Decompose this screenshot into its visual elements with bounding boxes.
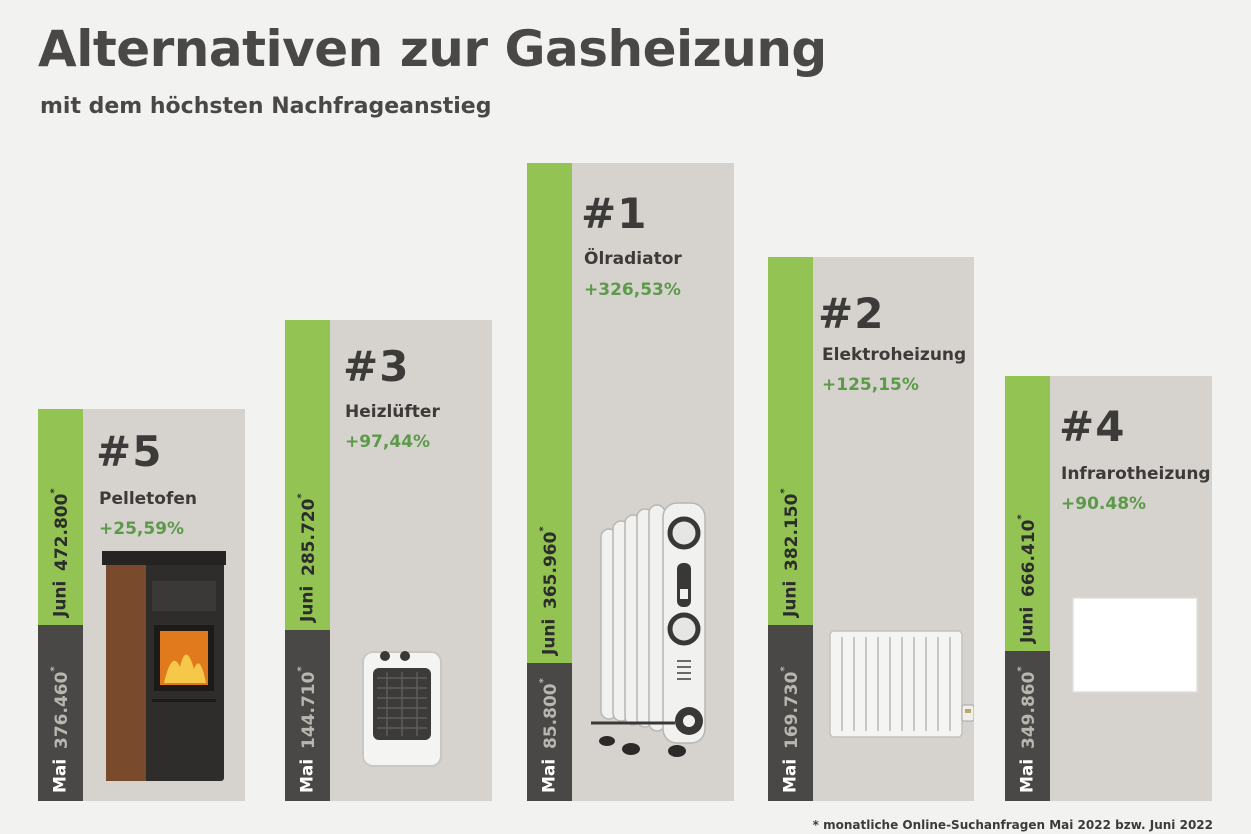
mai-value-label: Mai 349.860* bbox=[1016, 666, 1039, 793]
card-heizluefter: Juni 285.720* Mai 144.710* #3 Heizlüfter +… bbox=[285, 320, 492, 801]
oil-radiator-icon bbox=[591, 502, 706, 757]
mai-value-label: Mai 85.800* bbox=[538, 677, 561, 793]
mai-value-label: Mai 376.460* bbox=[49, 666, 72, 793]
juni-bar bbox=[38, 409, 83, 625]
juni-bar bbox=[768, 257, 813, 625]
page-title: Alternativen zur Gasheizung bbox=[38, 20, 827, 78]
change-percent: +25,59% bbox=[99, 519, 185, 539]
category-name: Pelletofen bbox=[99, 489, 198, 509]
juni-value-label: Juni 285.720* bbox=[296, 492, 319, 622]
category-name: Elektroheizung bbox=[822, 345, 967, 365]
card-oelradiator: Juni 365.960* Mai 85.800* #1 Ölradiator +3… bbox=[527, 163, 734, 801]
juni-bar bbox=[285, 320, 330, 630]
rank-label: #2 bbox=[818, 289, 885, 338]
mai-bar bbox=[38, 625, 83, 801]
change-percent: +326,53% bbox=[584, 280, 681, 300]
card-elektroheizung: Juni 382.150* Mai 169.730* #2 Elektroheizu… bbox=[768, 257, 974, 801]
card-pelletofen: Juni 472.800* Mai 376.460* #5 Pelletofen +… bbox=[38, 409, 245, 801]
category-name: Ölradiator bbox=[584, 249, 682, 269]
pellet-stove-icon bbox=[102, 551, 226, 781]
juni-value-label: Juni 666.410* bbox=[1016, 513, 1039, 643]
change-percent: +125,15% bbox=[822, 375, 919, 395]
rank-label: #5 bbox=[96, 427, 163, 476]
change-percent: +97,44% bbox=[345, 432, 431, 452]
electric-heater-icon bbox=[829, 630, 974, 738]
mai-value-label: Mai 144.710* bbox=[296, 666, 319, 793]
page-subtitle: mit dem höchsten Nachfrageanstieg bbox=[40, 94, 492, 119]
rank-label: #1 bbox=[581, 189, 648, 238]
juni-value-label: Juni 365.960* bbox=[538, 525, 561, 655]
juni-value-label: Juni 472.800* bbox=[49, 487, 72, 617]
mai-value-label: Mai 169.730* bbox=[779, 666, 802, 793]
rank-label: #4 bbox=[1059, 402, 1126, 451]
category-name: Heizlüfter bbox=[345, 402, 440, 422]
infrared-panel-icon bbox=[1072, 597, 1198, 693]
rank-label: #3 bbox=[343, 342, 410, 391]
card-infrarotheizung: Juni 666.410* Mai 349.860* #4 Infrarotheiz… bbox=[1005, 376, 1212, 801]
mai-bar bbox=[285, 630, 330, 801]
fan-heater-icon bbox=[362, 651, 442, 767]
category-name: Infrarotheizung bbox=[1061, 464, 1211, 484]
footnote: * monatliche Online-Suchanfragen Mai 202… bbox=[812, 818, 1213, 832]
juni-value-label: Juni 382.150* bbox=[779, 487, 802, 617]
change-percent: +90.48% bbox=[1061, 494, 1147, 514]
mai-bar bbox=[1005, 651, 1050, 801]
mai-bar bbox=[768, 625, 813, 801]
juni-bar bbox=[1005, 376, 1050, 651]
mai-bar bbox=[527, 663, 572, 801]
juni-bar bbox=[527, 163, 572, 663]
